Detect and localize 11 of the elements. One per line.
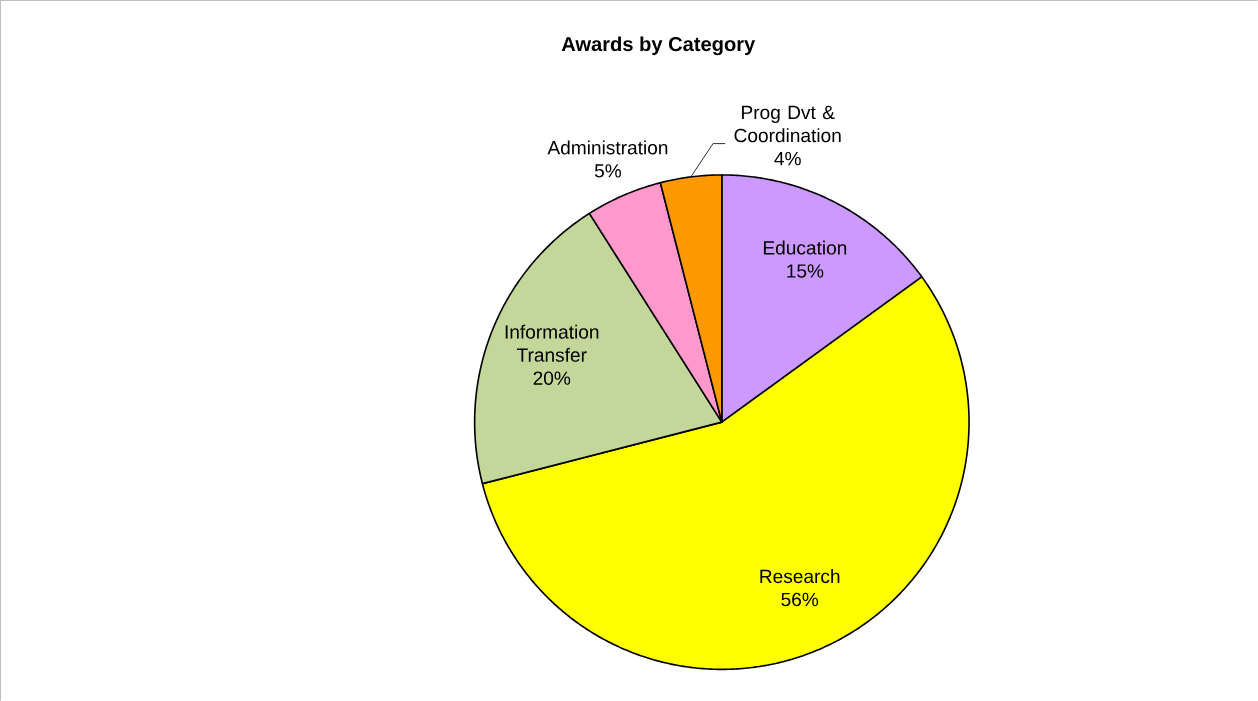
data-label: 4%: [774, 151, 801, 166]
slice-label: Education: [763, 240, 847, 255]
slice-label: Information Transfer: [505, 324, 599, 362]
slice-label: Prog Dvt & Coordination: [734, 105, 841, 143]
data-label: 5%: [594, 164, 622, 178]
slice-label: Research: [760, 569, 840, 584]
chart-title: Awards by Category: [561, 36, 756, 56]
data-label: 15%: [787, 264, 824, 278]
data-label: 20%: [533, 371, 571, 385]
data-label: 56%: [781, 592, 819, 607]
slice-label: Administration: [547, 140, 668, 155]
